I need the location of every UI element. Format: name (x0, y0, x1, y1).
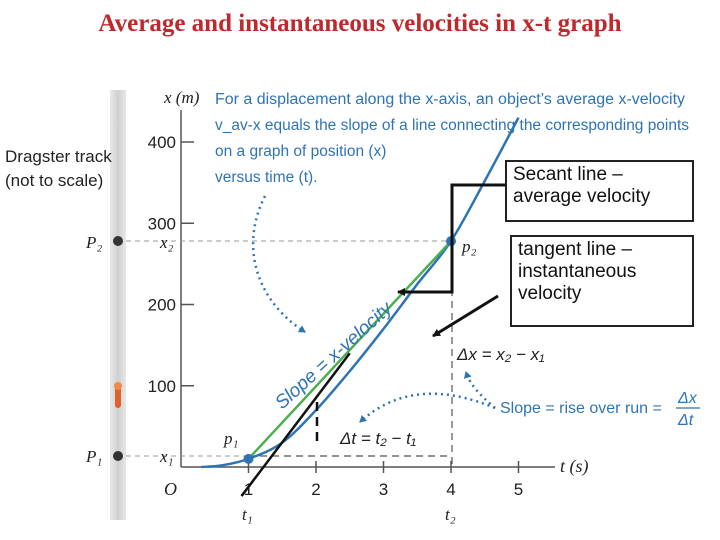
tangent-callout-arrow (432, 294, 499, 338)
tangent-callout-line1: tangent line – (518, 239, 633, 260)
tangent-callout-line2: instantaneous (518, 261, 637, 282)
label-p1: p₁ (223, 429, 238, 448)
label-t1: t₁ (242, 505, 253, 524)
slope-label: Slope = x-velocity (271, 297, 397, 414)
secant-line (247, 240, 452, 460)
track-point-P1 (113, 451, 123, 461)
tangent-callout: tangent line – instantaneous velocity (510, 235, 694, 327)
y-tick-label: 200 (148, 296, 176, 315)
y-tick-label: 300 (148, 214, 176, 233)
x-axis-label: t (s) (560, 456, 589, 477)
label-p2: p₂ (461, 237, 477, 256)
description-line1: For a displacement along the x-axis, an … (215, 91, 685, 108)
x-tick-label: 1 (244, 480, 253, 499)
point-p1 (243, 453, 254, 464)
side-label-line1: Dragster track (5, 147, 112, 166)
dragster-icon (114, 382, 122, 408)
x-tick-label: 5 (514, 480, 523, 499)
description-line2: v_av-x equals the slope of a line connec… (215, 117, 689, 134)
rise-over-run-numerator: Δx (677, 390, 698, 407)
label-x2: x₂ (159, 233, 174, 252)
rise-over-run-denominator: Δt (677, 412, 694, 429)
secant-callout-arrow (397, 183, 510, 296)
tangent-callout-line3: velocity (518, 283, 582, 304)
label-P1: P₁ (85, 447, 102, 466)
y-tick-label: 400 (148, 133, 176, 152)
delta-x-label: Δx = x₂ − x₁ (456, 345, 545, 364)
secant-callout: Secant line – average velocity (505, 160, 694, 222)
x-tick-label: 2 (311, 480, 320, 499)
delta-t-label: Δt = t₂ − t₁ (339, 429, 416, 448)
pointer-to-curve (252, 195, 306, 334)
description-line4: versus time (t). (215, 169, 317, 186)
description-line3: on a graph of position (x) (215, 143, 386, 160)
position-curve (201, 117, 520, 469)
y-tick-label: 100 (148, 377, 176, 396)
origin-label: O (164, 479, 177, 499)
x-tick-label: 4 (446, 480, 455, 499)
slide-title: Average and instantaneous velocities in … (98, 10, 622, 37)
label-P2: P₂ (85, 233, 102, 252)
pointer-to-delta-x (463, 371, 496, 409)
side-label-line2: (not to scale) (5, 171, 103, 190)
label-t2: t₂ (445, 505, 456, 524)
rise-over-run-label: Slope = rise over run = (500, 400, 662, 417)
track-point-P2 (113, 236, 123, 246)
y-axis-label: x (m) (163, 88, 200, 107)
secant-callout-line1: Secant line – (513, 164, 623, 185)
tangent-line (240, 352, 351, 497)
x-tick-label: 3 (379, 480, 388, 499)
description: For a displacement along the x-axis, an … (215, 91, 689, 186)
label-x1: x₁ (159, 447, 173, 466)
secant-callout-line2: average velocity (513, 186, 651, 207)
dragster-track (110, 90, 126, 520)
pointer-to-delta-t (359, 392, 496, 423)
